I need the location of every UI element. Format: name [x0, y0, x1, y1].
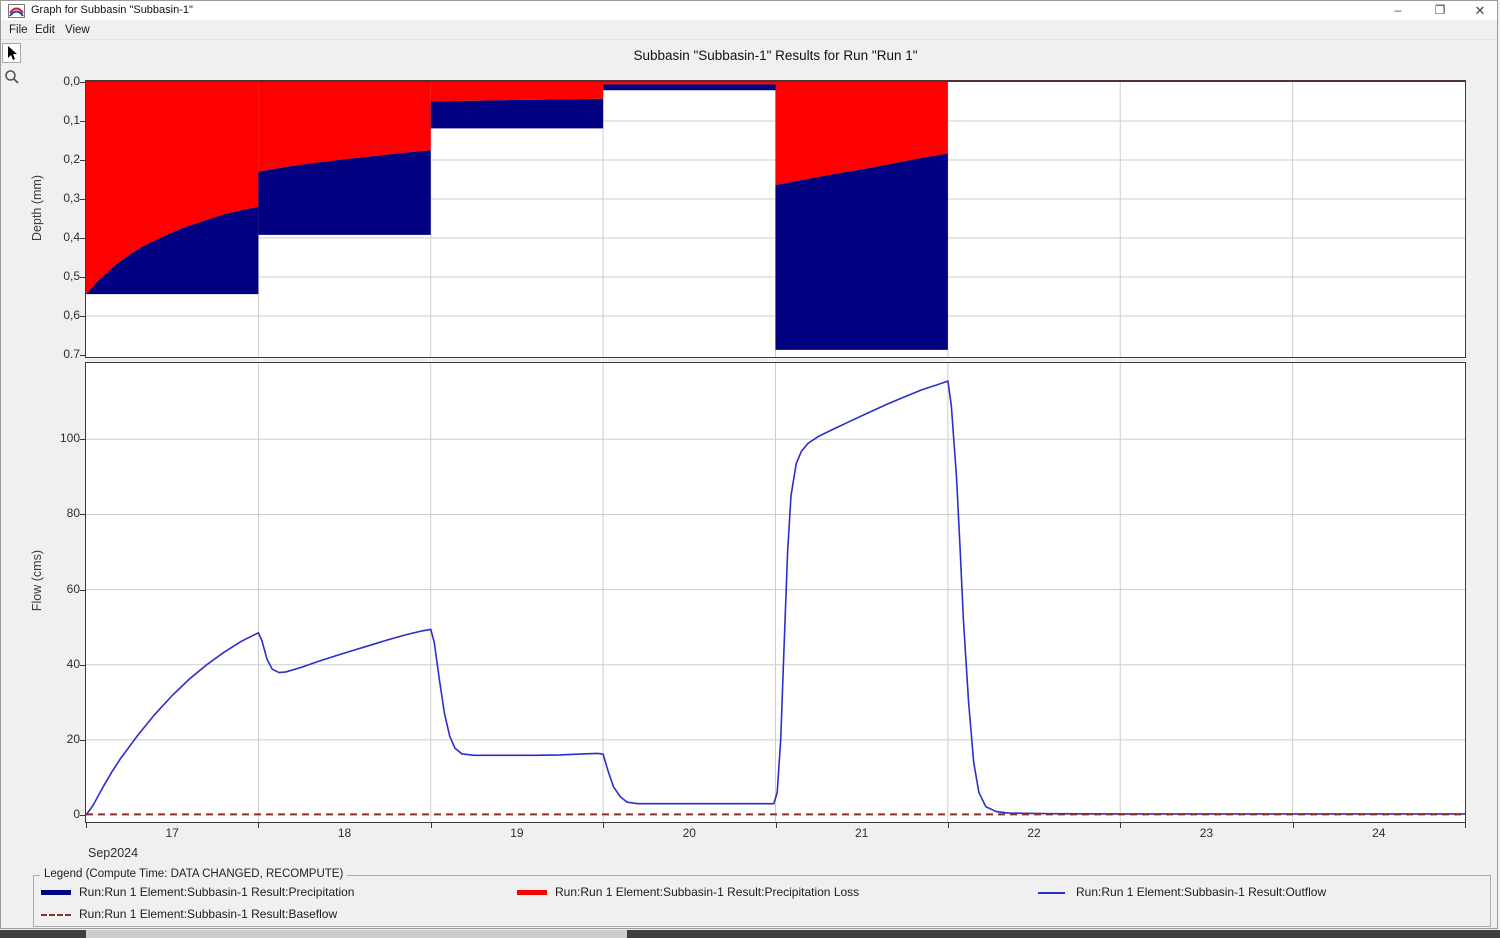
axis-tick: [1293, 823, 1294, 828]
app-window: Graph for Subbasin "Subbasin-1" – ❐ ✕ Fi…: [0, 0, 1500, 938]
legend-swatch-precipitation: [41, 890, 71, 895]
axis-tick: [1465, 823, 1466, 828]
axis-tick: [80, 238, 85, 239]
axis-tick: [258, 823, 259, 828]
legend-item-precipitation-loss: Run:Run 1 Element:Subbasin-1 Result:Prec…: [517, 884, 1017, 900]
flow-tick-label: 60: [28, 582, 80, 596]
day-tick-label: 18: [325, 826, 365, 840]
flow-tick-label: 100: [28, 431, 80, 445]
day-tick-label: 23: [1186, 826, 1226, 840]
taskbar-strip[interactable]: [0, 930, 1500, 938]
legend-title: Legend (Compute Time: DATA CHANGED, RECO…: [40, 868, 347, 880]
axis-tick: [80, 740, 85, 741]
flow-axis-label: Flow (cms): [30, 550, 44, 611]
axis-tick: [80, 121, 85, 122]
legend-item-precipitation: Run:Run 1 Element:Subbasin-1 Result:Prec…: [41, 884, 511, 900]
legend-item-outflow: Run:Run 1 Element:Subbasin-1 Result:Outf…: [1038, 884, 1478, 900]
day-tick-label: 17: [152, 826, 192, 840]
window-title: Graph for Subbasin "Subbasin-1": [31, 4, 193, 16]
flow-tick-label: 80: [28, 506, 80, 520]
legend-swatch-baseflow: [41, 914, 71, 916]
pointer-icon: [3, 44, 20, 62]
axis-tick: [776, 823, 777, 828]
app-icon: [8, 4, 25, 18]
axis-tick: [80, 514, 85, 515]
precipitation-loss-area: [431, 82, 603, 102]
x-axis-month-label: Sep2024: [88, 846, 138, 860]
flow-tick-label: 0: [28, 807, 80, 821]
taskbar-strip-highlight: [86, 930, 627, 938]
minimize-button[interactable]: –: [1383, 1, 1413, 20]
axis-tick: [80, 590, 85, 591]
depth-tick-label: 0.7: [28, 347, 80, 361]
restore-button[interactable]: ❐: [1425, 1, 1455, 20]
axis-tick: [80, 160, 85, 161]
day-tick-label: 24: [1359, 826, 1399, 840]
depth-tick-label: 0,3: [28, 191, 80, 205]
depth-tick-label: 0,6: [28, 308, 80, 322]
pointer-tool-button[interactable]: [2, 43, 21, 63]
precipitation-area: [603, 84, 775, 90]
flow-chart-plot[interactable]: [85, 362, 1466, 823]
menu-item-edit[interactable]: Edit: [31, 22, 59, 38]
legend-item-baseflow: Run:Run 1 Element:Subbasin-1 Result:Base…: [41, 906, 511, 922]
day-tick-label: 19: [497, 826, 537, 840]
title-bar[interactable]: Graph for Subbasin "Subbasin-1" – ❐ ✕: [1, 1, 1497, 20]
legend-swatch-precipitation-loss: [517, 890, 547, 895]
precipitation-chart-plot[interactable]: [85, 80, 1466, 358]
axis-tick: [80, 815, 85, 816]
axis-tick: [80, 199, 85, 200]
precipitation-loss-area: [603, 82, 775, 84]
axis-tick: [80, 82, 85, 83]
menu-item-file[interactable]: File: [5, 22, 32, 38]
axis-tick: [948, 823, 949, 828]
axis-tick: [80, 277, 85, 278]
menu-bar: File Edit View: [1, 20, 1497, 40]
day-tick-label: 21: [842, 826, 882, 840]
axis-tick: [80, 355, 85, 356]
depth-tick-label: 0,0: [28, 74, 80, 88]
axis-tick: [431, 823, 432, 828]
axis-tick: [603, 823, 604, 828]
depth-tick-label: 0,1: [28, 113, 80, 127]
axis-tick: [1120, 823, 1121, 828]
day-tick-label: 20: [669, 826, 709, 840]
axis-tick: [80, 439, 85, 440]
flow-tick-label: 40: [28, 657, 80, 671]
axis-tick: [80, 665, 85, 666]
legend-swatch-outflow: [1038, 892, 1065, 894]
precipitation-area: [431, 99, 603, 129]
tool-strip: [1, 40, 23, 920]
axis-tick: [86, 823, 87, 828]
day-tick-label: 22: [1014, 826, 1054, 840]
axis-tick: [80, 316, 85, 317]
depth-tick-label: 0,4: [28, 230, 80, 244]
close-button[interactable]: ✕: [1465, 1, 1495, 20]
magnifier-icon: [3, 68, 21, 86]
legend-box: Legend (Compute Time: DATA CHANGED, RECO…: [33, 875, 1491, 927]
menu-item-view[interactable]: View: [61, 22, 94, 38]
zoom-tool-button[interactable]: [3, 68, 21, 86]
precipitation-area: [776, 153, 948, 350]
depth-tick-label: 0,2: [28, 152, 80, 166]
chart-title: Subbasin "Subbasin-1" Results for Run "R…: [86, 48, 1465, 63]
flow-tick-label: 20: [28, 732, 80, 746]
depth-tick-label: 0,5: [28, 269, 80, 283]
